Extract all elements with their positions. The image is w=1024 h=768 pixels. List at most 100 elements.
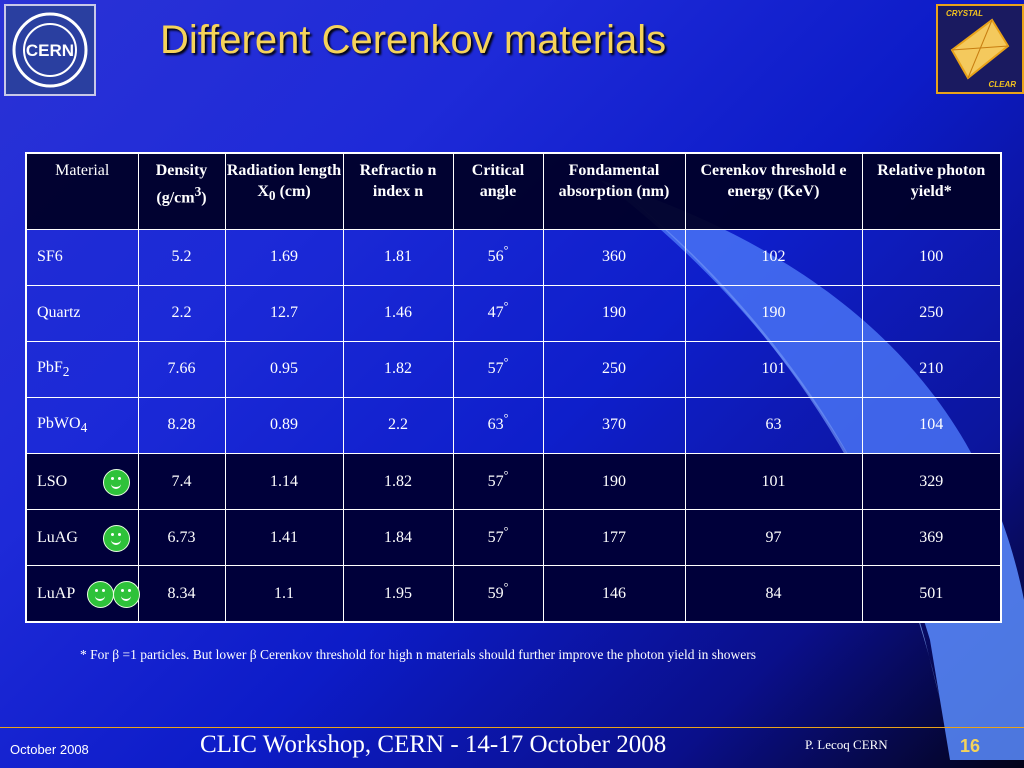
yield-value: 210 [919, 360, 944, 378]
table-body: SF6 5.2 1.69 1.81 56° 360 102 100 Quartz 2.2 12.7 1… [25, 228, 1002, 623]
index-value: 1.84 [384, 528, 412, 546]
page-number: 16 [960, 736, 981, 756]
absorption-cell: 190 [542, 284, 686, 342]
smiley-icon [87, 580, 114, 608]
footer-author: P. Lecoq CERN [805, 737, 888, 752]
slide-title: Different Cerenkov materials [160, 18, 667, 62]
crystal-logo-text-bottom: CLEAR [988, 80, 1016, 89]
materials-table: Material Density (g/cm3) Radiation length … [25, 152, 1002, 623]
density-value: 6.73 [167, 528, 196, 546]
angle-cell: 57° [452, 509, 544, 567]
index-cell: 1.82 [342, 453, 454, 511]
yield-value: 100 [919, 248, 944, 266]
absorption-cell: 177 [542, 509, 686, 567]
threshold-cell: 84 [684, 565, 863, 623]
index-value: 1.46 [384, 304, 412, 322]
column-header-text: Critical angle [471, 162, 525, 200]
absorption-value: 360 [602, 248, 626, 266]
density-value: 8.34 [167, 584, 196, 602]
absorption-value: 146 [602, 584, 626, 602]
yield-cell: 501 [861, 565, 1002, 623]
material-name: Quartz [37, 304, 81, 322]
degree-symbol: ° [503, 243, 509, 258]
threshold-value: 84 [765, 584, 782, 602]
absorption-cell: 250 [542, 340, 686, 398]
angle-value: 59 [487, 584, 504, 602]
yield-value: 329 [919, 472, 944, 490]
material-name: PbF [37, 358, 63, 376]
header-suffix: ) [201, 189, 207, 207]
radlen-value: 1.1 [274, 584, 294, 602]
threshold-value: 190 [761, 304, 786, 322]
threshold-cell: 101 [684, 340, 863, 398]
angle-cell: 63° [452, 396, 544, 455]
material-cell: PbF2 [25, 340, 139, 398]
yield-cell: 100 [861, 228, 1002, 286]
yield-value: 501 [919, 584, 944, 602]
threshold-value: 97 [765, 528, 782, 546]
column-header: Critical angle [452, 152, 544, 230]
crystal-clear-logo: CRYSTAL CLEAR [936, 4, 1024, 94]
radlen-cell: 12.7 [224, 284, 344, 342]
degree-symbol: ° [503, 579, 509, 594]
material-cell: LSO [25, 453, 139, 511]
index-value: 2.2 [388, 416, 408, 434]
column-header: Fondamental absorption (nm) [542, 152, 686, 230]
cern-logo: CERN [4, 4, 96, 96]
smiley-icon [113, 580, 140, 608]
threshold-value: 102 [761, 248, 786, 266]
material-name: LuAG [37, 528, 78, 546]
density-cell: 7.66 [137, 340, 226, 398]
cern-logo-text: CERN [26, 41, 74, 60]
density-cell: 8.28 [137, 396, 226, 455]
degree-symbol: ° [503, 411, 509, 426]
header-suffix: (cm) [275, 183, 311, 200]
threshold-cell: 101 [684, 453, 863, 511]
header-superscript: 3 [194, 184, 202, 199]
radlen-cell: 1.1 [224, 565, 344, 623]
threshold-value: 63 [765, 416, 782, 434]
column-header: Material [25, 152, 139, 230]
angle-value: 63 [487, 416, 504, 434]
absorption-cell: 146 [542, 565, 686, 623]
angle-cell: 56° [452, 228, 544, 286]
column-header-text: Radiation length X [226, 162, 342, 200]
material-cell: PbWO4 [25, 396, 139, 455]
radlen-value: 0.95 [270, 360, 298, 378]
index-value: 1.82 [384, 472, 412, 490]
table-row: SF6 5.2 1.69 1.81 56° 360 102 100 [25, 228, 1002, 286]
table-row: Quartz 2.2 12.7 1.46 47° 190 190 250 [25, 284, 1002, 342]
material-cell: LuAG [25, 509, 139, 567]
yield-value: 104 [919, 416, 944, 434]
angle-value: 57 [487, 360, 504, 378]
density-cell: 2.2 [137, 284, 226, 342]
density-cell: 5.2 [137, 228, 226, 286]
density-cell: 8.34 [137, 565, 226, 623]
radlen-cell: 1.41 [224, 509, 344, 567]
threshold-cell: 102 [684, 228, 863, 286]
yield-value: 250 [919, 304, 944, 322]
angle-value: 57 [487, 472, 504, 490]
material-cell: SF6 [25, 228, 139, 286]
yield-cell: 329 [861, 453, 1002, 511]
yield-cell: 369 [861, 509, 1002, 567]
absorption-value: 250 [602, 360, 626, 378]
column-header: Density (g/cm3) [137, 152, 226, 230]
table-row: LuAP 8.34 1.1 1.95 59° 146 84 501 [25, 565, 1002, 623]
index-cell: 1.46 [342, 284, 454, 342]
smiley-icon [103, 524, 130, 552]
threshold-value: 101 [761, 472, 786, 490]
absorption-value: 177 [602, 528, 626, 546]
angle-value: 47 [487, 304, 504, 322]
degree-symbol: ° [503, 299, 509, 314]
index-value: 1.82 [384, 360, 412, 378]
index-cell: 1.84 [342, 509, 454, 567]
radlen-cell: 0.89 [224, 396, 344, 455]
column-header-text: Density (g/cm [155, 162, 208, 207]
angle-value: 56 [487, 248, 504, 266]
column-header: Relative photon yield* [861, 152, 1002, 230]
column-header-text: Fondamental absorption (nm) [558, 162, 670, 200]
threshold-cell: 97 [684, 509, 863, 567]
absorption-cell: 360 [542, 228, 686, 286]
density-cell: 7.4 [137, 453, 226, 511]
